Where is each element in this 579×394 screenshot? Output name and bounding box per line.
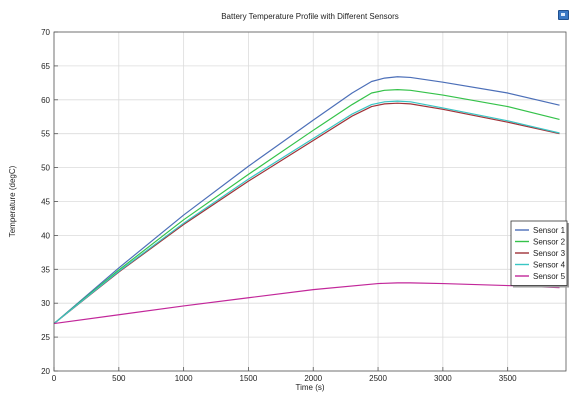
series-line <box>53 100 560 325</box>
y-tick-label: 40 <box>41 231 50 240</box>
axes: 0 500 1000 1500 2000 2500 3000 3500 20 25 30 35 40 45… <box>41 28 567 383</box>
series-line <box>53 102 560 325</box>
y-tick-label: 30 <box>41 299 50 308</box>
y-tick-label: 50 <box>41 164 50 173</box>
y-tick-label: 25 <box>41 333 50 342</box>
export-icon[interactable] <box>558 10 569 20</box>
series-line <box>53 282 560 325</box>
series-line <box>53 76 560 324</box>
chart-title: Battery Temperature Profile with Differe… <box>221 12 399 21</box>
y-tick-label: 60 <box>41 96 50 105</box>
x-tick-label: 3500 <box>499 374 517 383</box>
series-line <box>53 89 560 325</box>
legend-label: Sensor 5 <box>533 272 566 281</box>
y-tick-label: 55 <box>41 130 50 139</box>
x-tick-label: 1000 <box>175 374 193 383</box>
x-tick-label: 3000 <box>434 374 452 383</box>
y-tick-label: 20 <box>41 367 50 376</box>
legend-label: Sensor 1 <box>533 226 566 235</box>
x-tick-label: 2500 <box>369 374 387 383</box>
y-tick-label: 35 <box>41 265 50 274</box>
x-tick-label: 1500 <box>240 374 258 383</box>
x-axis-label: Time (s) <box>295 383 324 392</box>
grid-lines <box>53 31 566 372</box>
y-tick-label: 65 <box>41 62 50 71</box>
y-axis-label: Temperature (degC) <box>8 165 17 237</box>
legend-label: Sensor 3 <box>533 249 566 258</box>
y-tick-label: 70 <box>41 28 50 37</box>
legend-label: Sensor 2 <box>533 238 566 247</box>
legend-label: Sensor 4 <box>533 261 566 270</box>
x-tick-label: 500 <box>112 374 126 383</box>
legend: Sensor 1 Sensor 2 Sensor 3 Sensor 4 Sensor 5 <box>510 220 569 288</box>
y-tick-label: 45 <box>41 198 50 207</box>
x-tick-label: 2000 <box>304 374 322 383</box>
series-lines <box>53 76 560 325</box>
x-tick-label: 0 <box>52 374 57 383</box>
